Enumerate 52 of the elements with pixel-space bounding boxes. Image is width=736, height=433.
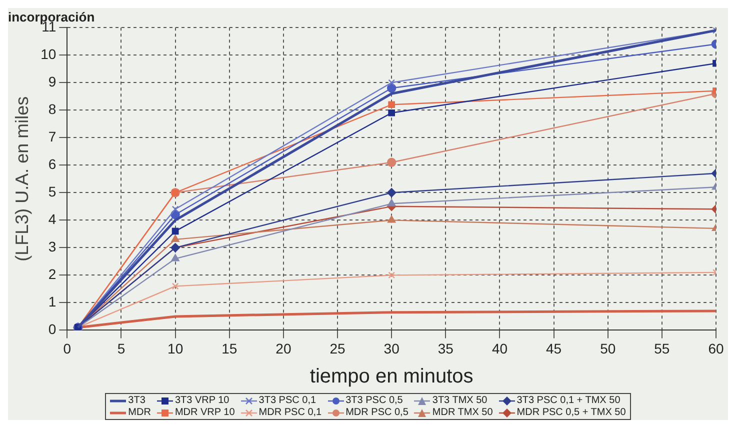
legend-label: 3T3 PSC 0,1: [258, 395, 318, 406]
x-tick-label: 35: [438, 340, 454, 356]
point: [386, 188, 396, 198]
y-axis-title: (LFL3) U.A. en miles: [12, 96, 32, 262]
y-tick-label: 6: [48, 156, 56, 172]
y-tick-label: 7: [48, 128, 56, 144]
x-tick-label: 25: [330, 340, 346, 356]
y-tick-label: 5: [48, 184, 56, 200]
legend-label: MDR TMX 50: [431, 407, 493, 418]
point: [388, 199, 396, 206]
y-tick-label: 10: [40, 46, 56, 62]
x-tick-label: 5: [117, 340, 126, 356]
point: [388, 272, 396, 279]
point: [388, 109, 396, 116]
point: [172, 282, 179, 290]
legend-label: MDR VRP 10: [174, 407, 235, 418]
point: [388, 216, 396, 223]
point: [172, 206, 179, 213]
point: [171, 234, 180, 242]
legend-label: MDR PSC 0,5: [344, 407, 408, 418]
point: [388, 79, 396, 86]
y-tick-label: 3: [48, 238, 56, 255]
legend-label: 3T3 PSC 0,1 + TMX 50: [516, 395, 622, 406]
y-tick-label: 2: [48, 266, 56, 282]
x-tick-label: 20: [276, 340, 292, 356]
legend-label: MDR PSC 0,1: [258, 407, 322, 418]
y-tick-label: 8: [48, 100, 56, 117]
x-tick-label: 10: [168, 340, 184, 356]
x-axis-title: tiempo en minutos: [310, 366, 474, 388]
y-tick-label: 9: [48, 73, 56, 90]
x-tick-label: 50: [600, 340, 616, 356]
legend-label: MDR: [127, 407, 151, 418]
point: [388, 101, 396, 108]
legend-label: 3T3 PSC 0,5: [344, 395, 404, 406]
x-tick-label: 45: [546, 340, 562, 356]
y-tick-label: 1: [48, 294, 56, 310]
x-tick-label: 55: [654, 340, 670, 356]
point: [172, 228, 179, 235]
point: [386, 84, 396, 93]
legend-label: 3T3: [127, 395, 146, 406]
x-tick-label: 0: [63, 340, 72, 356]
point: [386, 158, 396, 167]
x-tick-label: 15: [222, 340, 238, 356]
x-tick-label: 60: [708, 340, 724, 356]
x-tick-label: 30: [384, 340, 400, 356]
legend-label: 3T3 TMX 50: [431, 395, 488, 406]
point: [171, 254, 180, 262]
y-tick-label: 0: [48, 321, 56, 338]
x-tick-label: 40: [492, 340, 508, 356]
y-tick-label: 4: [48, 211, 56, 228]
legend-label: MDR PSC 0,5 + TMX 50: [516, 407, 626, 418]
legend-label: 3T3 VRP 10: [174, 395, 230, 406]
